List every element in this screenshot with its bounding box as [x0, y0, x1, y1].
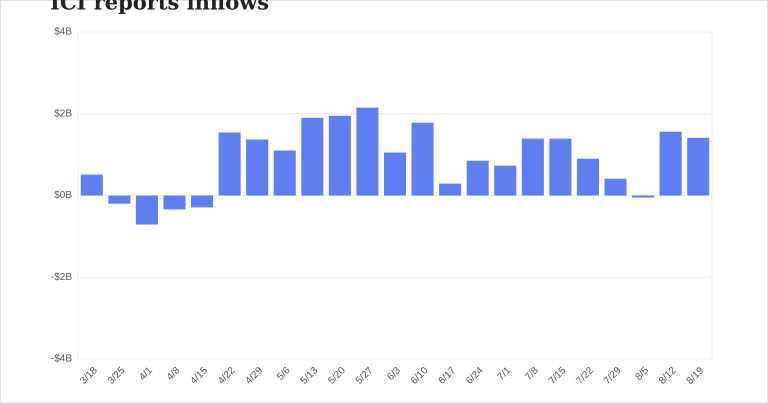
x-tick-label: 5/13 [299, 365, 321, 387]
bar [659, 131, 682, 196]
bar [135, 195, 158, 225]
x-tick-label: 7/15 [547, 365, 569, 387]
y-tick-label: -$4B [51, 354, 72, 365]
x-tick-label: 4/1 [137, 365, 155, 383]
x-tick-label: 7/8 [523, 365, 541, 383]
x-tick-label: 4/8 [165, 365, 183, 383]
x-tick-label: 6/10 [409, 365, 431, 387]
bar [163, 195, 186, 210]
bar [439, 183, 462, 196]
bar [301, 117, 324, 196]
y-tick-label: $4B [54, 27, 72, 38]
bar [108, 195, 131, 204]
x-tick-label: 6/24 [464, 365, 486, 387]
x-tick-label: 6/17 [437, 365, 459, 387]
bar [80, 174, 103, 196]
x-tick-label: 5/6 [275, 365, 293, 383]
bar [191, 195, 214, 208]
bar [687, 137, 710, 196]
x-tick-label: 4/29 [244, 365, 266, 387]
x-tick-label: 3/25 [106, 365, 128, 387]
y-tick-label: $0B [54, 190, 72, 201]
bar [632, 195, 655, 198]
bar [576, 158, 599, 196]
bar [466, 160, 489, 196]
bar [604, 178, 627, 196]
bar [328, 115, 351, 196]
x-tick-label: 7/29 [602, 365, 624, 387]
x-tick-label: 5/20 [326, 365, 348, 387]
x-tick-label: 3/18 [78, 365, 100, 387]
bar [521, 138, 544, 196]
y-tick-label: -$2B [51, 272, 72, 283]
bar [356, 107, 379, 196]
x-tick-label: 5/27 [354, 365, 376, 387]
x-tick-label: 6/3 [385, 365, 403, 383]
y-tick-label: $2B [54, 108, 72, 119]
bar [494, 165, 517, 196]
bar [383, 152, 407, 196]
bar [411, 122, 434, 196]
x-tick-label: 8/5 [633, 365, 651, 383]
bar [246, 139, 269, 196]
x-tick-label: 7/1 [496, 365, 514, 383]
x-tick-label: 4/15 [188, 365, 210, 387]
x-tick-label: 4/22 [216, 365, 238, 387]
bar [549, 138, 572, 196]
chart-title: ICI reports inflows [50, 0, 269, 15]
x-tick-label: 8/12 [657, 365, 679, 387]
bar [273, 150, 296, 196]
x-tick-label: 7/22 [574, 365, 596, 387]
bar [218, 132, 241, 196]
x-tick-label: 8/19 [685, 365, 707, 387]
